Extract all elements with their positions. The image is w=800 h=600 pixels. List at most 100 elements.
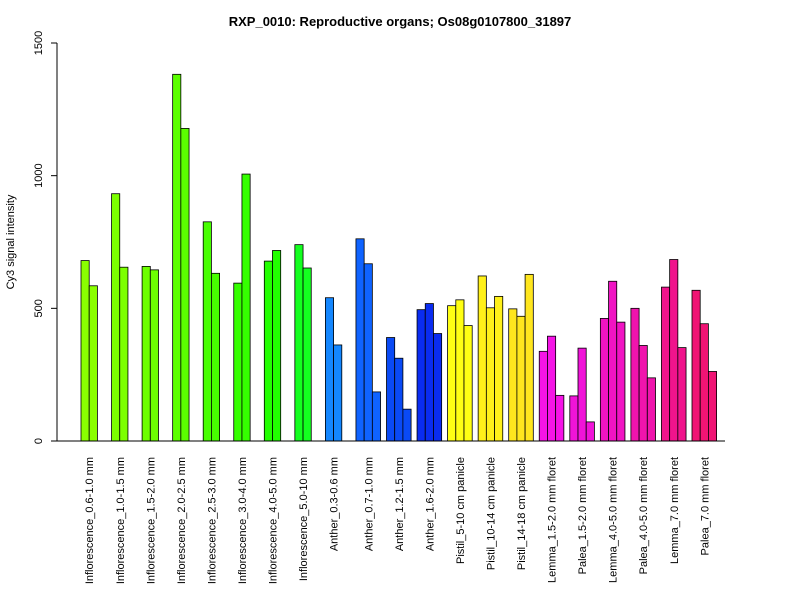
bar [402,408,412,442]
bar-group [294,244,312,442]
bar [661,286,671,442]
bar [677,347,687,442]
category-label: Palea_4.0-5.0 mm floret [638,457,650,574]
bar-group [477,275,504,442]
category-label: Lemma_4.0-5.0 mm floret [608,457,620,583]
bar [599,318,609,442]
category-label: Lemma_1.5-2.0 mm floret [547,457,559,583]
bar-group [111,193,129,442]
bar-group [691,289,718,442]
chart-title: RXP_0010: Reproductive organs; Os08g0107… [229,14,572,29]
bar-group [233,173,251,442]
category-label: Lemma_7.0 mm floret [669,457,681,564]
bar [447,305,457,442]
category-label: Pistil_10-14 cm panicle [485,457,497,570]
category-label: Inflorescence_1.5-2.0 mm [145,457,157,584]
bar [630,307,640,442]
bar-group [141,266,159,442]
bar-group [661,259,687,442]
bar-group [508,273,534,442]
bar [638,345,648,442]
bar [577,347,587,442]
y-tick-label: 0 [33,438,45,444]
bar [386,337,396,442]
y-axis-label: Cy3 signal intensity [5,194,17,289]
category-label: Inflorescence_5.0-10 mm [298,457,310,581]
category-label: Inflorescence_4.0-5.0 mm [268,457,280,584]
bar [516,315,526,442]
bar [524,273,534,442]
bar-group [324,297,343,442]
bar [210,272,220,442]
bar-group [263,250,282,442]
bar [324,297,334,442]
bar [424,303,434,442]
y-tick-label: 1500 [33,31,45,55]
bar [272,250,282,442]
category-label: Inflorescence_1.0-1.5 mm [115,457,127,584]
category-label: Inflorescence_2.5-3.0 mm [206,457,218,584]
bar [119,266,129,442]
y-tick-label: 1000 [33,163,45,187]
bar-group [172,73,190,442]
bar [241,173,251,442]
bar [708,371,718,442]
bar [485,307,495,442]
category-label: Anther_1.2-1.5 mm [394,457,406,551]
bar-group [386,337,412,442]
bar [585,421,595,442]
bar-group [599,280,626,442]
bar [455,299,465,442]
bar-group [630,307,656,442]
bar [302,267,312,442]
bar [363,263,373,442]
bars [80,73,718,442]
bar [608,280,618,442]
bar-group [447,299,473,442]
bar [416,309,426,442]
bar [141,266,151,442]
bar [699,323,709,442]
bar [172,73,182,442]
bar [294,244,304,442]
bar [111,193,121,442]
bar-group [416,303,443,442]
category-label: Anther_0.7-1.0 mm [363,457,375,551]
category-labels: Inflorescence_0.6-1.0 mm Inflorescence_1.… [84,457,711,584]
bar [333,344,343,442]
bar [538,350,548,442]
bar-group [355,238,381,442]
bar [433,333,443,442]
bar-group [202,221,220,442]
category-label: Pistil_14-18 cm panicle [516,457,528,570]
bar [477,275,487,442]
bar-group [80,260,98,442]
category-label: Palea_1.5-2.0 mm floret [577,457,589,574]
bar [355,238,365,442]
category-label: Pistil_5-10 cm panicle [455,457,467,564]
bar [180,128,190,442]
bar-group [538,335,565,442]
bar [233,282,243,442]
category-label: Palea_7.0 mm floret [699,457,711,555]
category-label: Inflorescence_3.0-4.0 mm [237,457,249,584]
bar [691,289,701,442]
bar [149,269,159,442]
bar [646,377,656,442]
y-tick-label: 500 [33,299,45,317]
bar [616,321,626,442]
bar [494,295,504,442]
bar [508,308,518,442]
bar [202,221,212,442]
category-label: Inflorescence_2.0-2.5 mm [176,457,188,584]
bar [371,391,381,442]
category-label: Anther_0.3-0.6 mm [329,457,341,551]
bar [88,285,98,442]
bar [394,357,404,442]
bar [555,394,565,442]
bar-group [569,347,595,442]
y-axis: 0 500 1000 1500 [33,31,58,444]
category-label: Inflorescence_0.6-1.0 mm [84,457,96,584]
category-label: Anther_1.6-2.0 mm [424,457,436,551]
